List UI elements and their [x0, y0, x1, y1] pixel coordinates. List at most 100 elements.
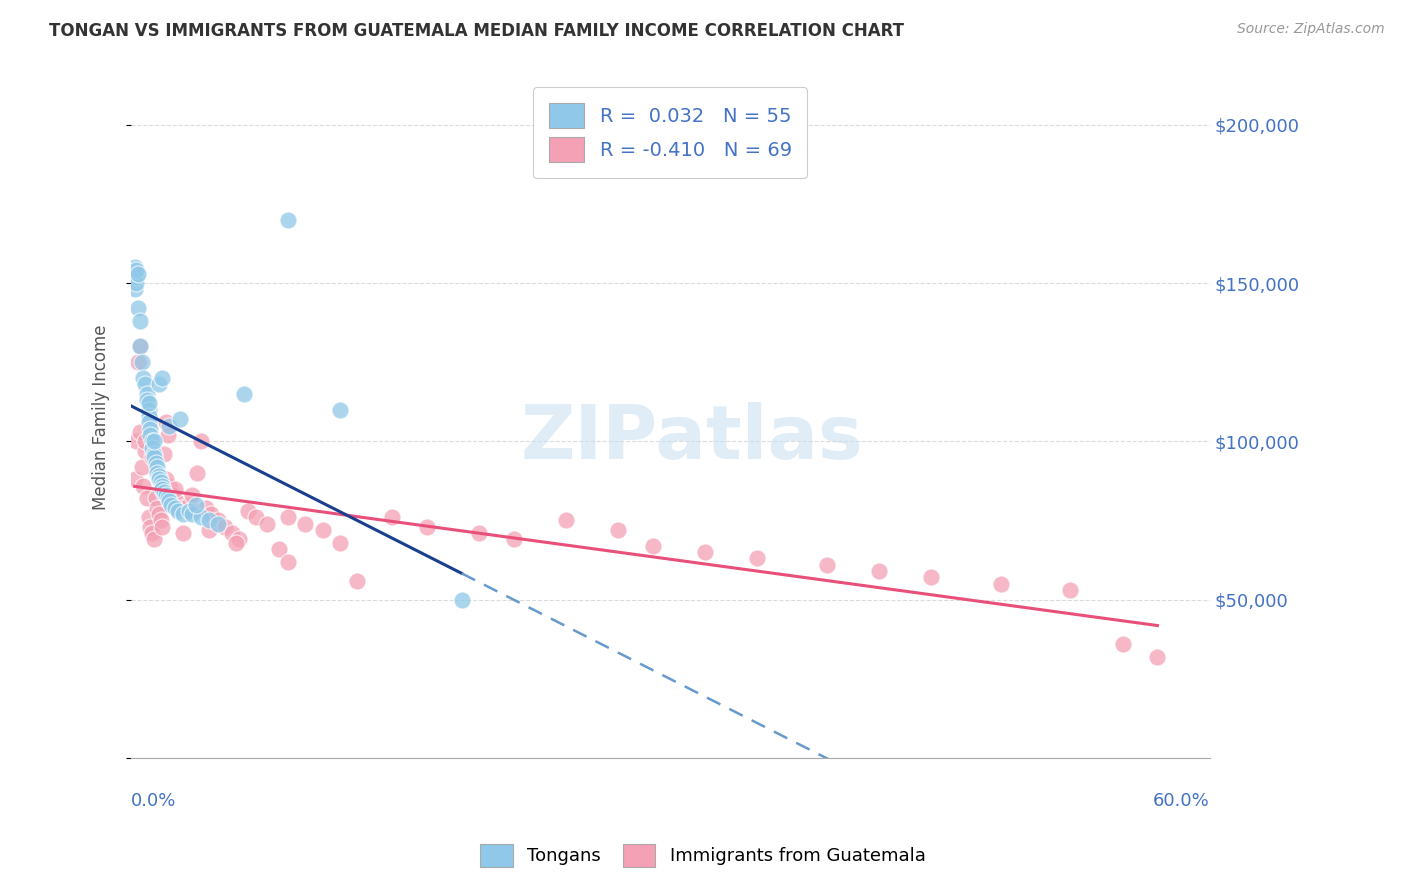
Point: [236, 504, 259, 518]
Point: [124, 260, 146, 275]
Point: [124, 282, 146, 296]
Point: [207, 513, 229, 527]
Point: [225, 535, 247, 549]
Point: [416, 520, 439, 534]
Point: [815, 558, 838, 572]
Point: [138, 409, 160, 423]
Point: [153, 447, 176, 461]
Point: [641, 539, 664, 553]
Point: [172, 507, 194, 521]
Point: [149, 475, 172, 490]
Point: [181, 488, 204, 502]
Text: TONGAN VS IMMIGRANTS FROM GUATEMALA MEDIAN FAMILY INCOME CORRELATION CHART: TONGAN VS IMMIGRANTS FROM GUATEMALA MEDI…: [49, 22, 904, 40]
Point: [141, 450, 163, 465]
Point: [184, 498, 207, 512]
Point: [146, 500, 169, 515]
Point: [163, 482, 186, 496]
Point: [198, 523, 221, 537]
Point: [141, 441, 163, 455]
Point: [152, 520, 174, 534]
Point: [233, 387, 256, 401]
Point: [277, 555, 299, 569]
Point: [468, 526, 491, 541]
Point: [172, 526, 194, 541]
Point: [131, 355, 153, 369]
Point: [148, 507, 170, 521]
Point: [190, 510, 212, 524]
Point: [124, 472, 146, 486]
Point: [221, 526, 243, 541]
Point: [165, 494, 187, 508]
Legend: R =  0.032   N = 55, R = -0.410   N = 69: R = 0.032 N = 55, R = -0.410 N = 69: [533, 87, 807, 178]
Point: [125, 269, 148, 284]
Point: [138, 510, 160, 524]
Point: [141, 434, 163, 449]
Point: [155, 488, 177, 502]
Point: [256, 516, 278, 531]
Point: [142, 450, 165, 465]
Point: [747, 551, 769, 566]
Legend: Tongans, Immigrants from Guatemala: Tongans, Immigrants from Guatemala: [474, 837, 932, 874]
Point: [155, 415, 177, 429]
Point: [127, 355, 149, 369]
Point: [135, 393, 157, 408]
Point: [128, 425, 150, 439]
Point: [190, 434, 212, 449]
Point: [125, 434, 148, 449]
Point: [127, 301, 149, 316]
Point: [139, 428, 162, 442]
Point: [160, 498, 183, 512]
Point: [207, 516, 229, 531]
Point: [128, 314, 150, 328]
Text: 60.0%: 60.0%: [1153, 792, 1209, 810]
Point: [142, 533, 165, 547]
Point: [381, 510, 404, 524]
Point: [135, 387, 157, 401]
Point: [153, 485, 176, 500]
Point: [138, 402, 160, 417]
Point: [294, 516, 316, 531]
Point: [141, 526, 163, 541]
Point: [169, 500, 191, 515]
Point: [159, 478, 181, 492]
Point: [146, 459, 169, 474]
Point: [149, 513, 172, 527]
Y-axis label: Median Family Income: Median Family Income: [93, 325, 110, 510]
Point: [214, 520, 236, 534]
Point: [181, 507, 204, 521]
Point: [152, 482, 174, 496]
Point: [159, 418, 181, 433]
Text: 0.0%: 0.0%: [131, 792, 177, 810]
Point: [198, 513, 221, 527]
Point: [181, 504, 204, 518]
Point: [131, 459, 153, 474]
Point: [163, 500, 186, 515]
Point: [146, 466, 169, 480]
Point: [186, 466, 208, 480]
Point: [145, 491, 167, 506]
Point: [555, 513, 578, 527]
Point: [155, 472, 177, 486]
Point: [152, 371, 174, 385]
Point: [200, 507, 222, 521]
Point: [145, 457, 167, 471]
Point: [132, 371, 155, 385]
Point: [142, 447, 165, 461]
Point: [169, 412, 191, 426]
Point: [607, 523, 630, 537]
Point: [1111, 637, 1133, 651]
Point: [138, 396, 160, 410]
Point: [148, 469, 170, 483]
Point: [139, 520, 162, 534]
Point: [156, 428, 179, 442]
Point: [139, 422, 162, 436]
Point: [134, 377, 156, 392]
Text: ZIPatlas: ZIPatlas: [520, 401, 863, 475]
Text: Source: ZipAtlas.com: Source: ZipAtlas.com: [1237, 22, 1385, 37]
Point: [159, 494, 181, 508]
Point: [450, 592, 472, 607]
Point: [329, 402, 352, 417]
Point: [138, 415, 160, 429]
Point: [125, 276, 148, 290]
Point: [156, 491, 179, 506]
